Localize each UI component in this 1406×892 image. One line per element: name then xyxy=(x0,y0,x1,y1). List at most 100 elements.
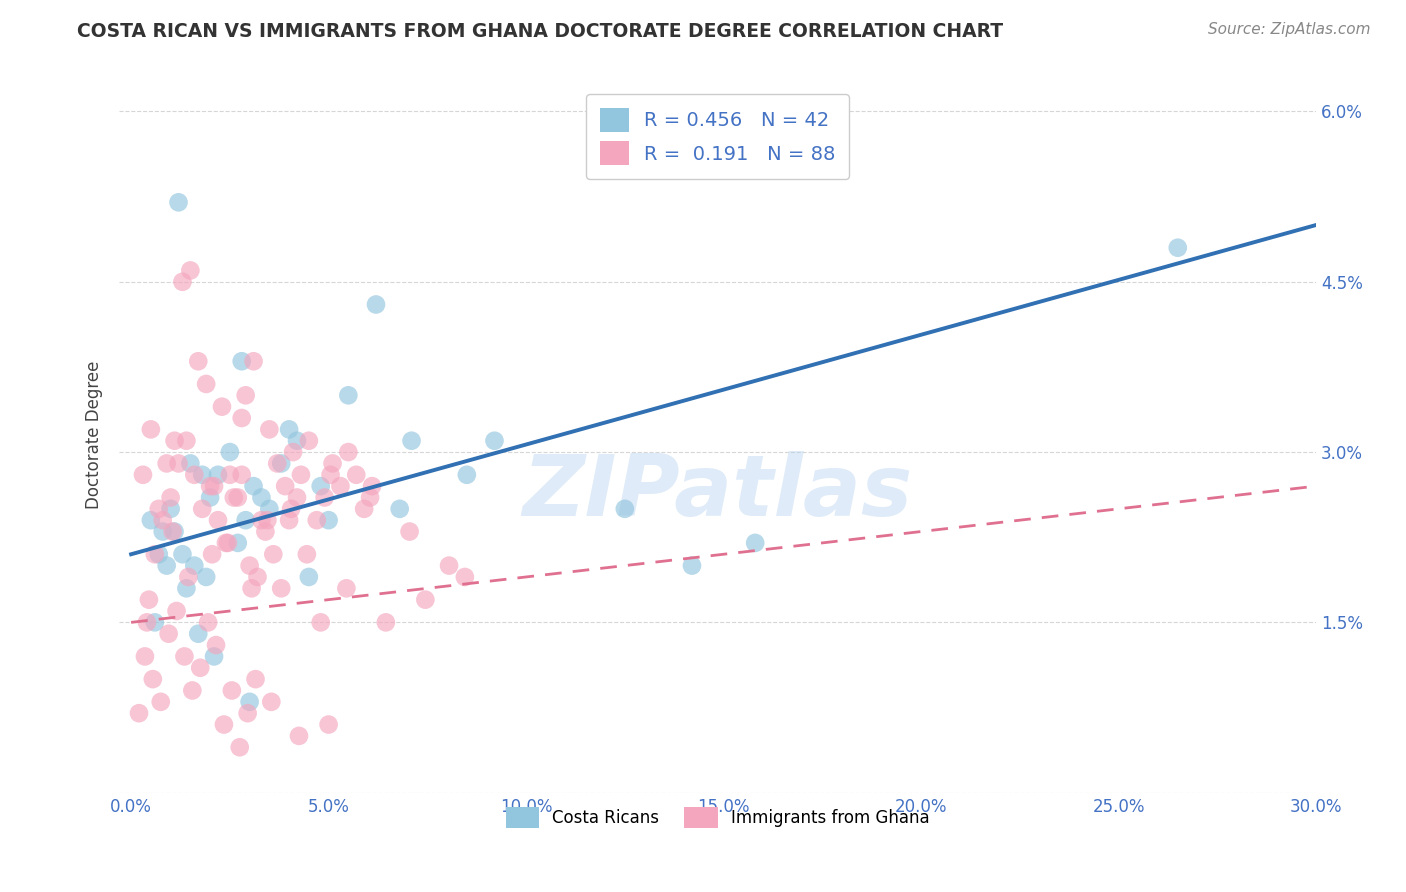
Point xyxy=(205,638,228,652)
Point xyxy=(162,524,184,539)
Point xyxy=(128,706,150,721)
Point xyxy=(212,717,235,731)
Point xyxy=(335,582,357,596)
Point xyxy=(309,479,332,493)
Point xyxy=(281,445,304,459)
Point xyxy=(437,558,460,573)
Point xyxy=(176,582,198,596)
Point xyxy=(359,491,381,505)
Point xyxy=(305,513,328,527)
Point xyxy=(176,434,198,448)
Point xyxy=(245,672,267,686)
Point xyxy=(229,740,252,755)
Point xyxy=(240,582,263,596)
Point xyxy=(415,592,437,607)
Point xyxy=(250,491,273,505)
Point xyxy=(222,491,245,505)
Point xyxy=(398,524,420,539)
Point xyxy=(159,501,181,516)
Point xyxy=(152,513,174,527)
Point xyxy=(239,695,262,709)
Y-axis label: Doctorate Degree: Doctorate Degree xyxy=(86,361,103,509)
Point xyxy=(187,354,209,368)
Point xyxy=(138,592,160,607)
Point xyxy=(401,434,423,448)
Point xyxy=(215,536,238,550)
Point xyxy=(298,434,321,448)
Point xyxy=(231,411,253,425)
Point xyxy=(613,501,636,516)
Point xyxy=(191,467,214,482)
Point xyxy=(290,467,312,482)
Point xyxy=(135,615,157,630)
Point xyxy=(322,457,344,471)
Point xyxy=(167,457,190,471)
Point xyxy=(270,582,292,596)
Point xyxy=(159,491,181,505)
Text: Source: ZipAtlas.com: Source: ZipAtlas.com xyxy=(1208,22,1371,37)
Point xyxy=(156,457,179,471)
Point xyxy=(361,479,384,493)
Point xyxy=(197,615,219,630)
Point xyxy=(167,195,190,210)
Point xyxy=(309,615,332,630)
Point xyxy=(456,467,478,482)
Point xyxy=(235,388,257,402)
Point xyxy=(202,649,225,664)
Point xyxy=(152,524,174,539)
Point xyxy=(207,467,229,482)
Point xyxy=(236,706,259,721)
Point xyxy=(259,501,281,516)
Point xyxy=(231,467,253,482)
Point xyxy=(143,615,166,630)
Point xyxy=(266,457,288,471)
Point xyxy=(295,547,318,561)
Point xyxy=(314,491,336,505)
Point xyxy=(218,445,240,459)
Point xyxy=(239,558,262,573)
Point xyxy=(259,422,281,436)
Point xyxy=(179,263,201,277)
Point xyxy=(132,467,155,482)
Point xyxy=(198,479,221,493)
Point xyxy=(319,467,342,482)
Point xyxy=(218,467,240,482)
Point xyxy=(256,513,278,527)
Point xyxy=(211,400,233,414)
Point xyxy=(172,275,194,289)
Point xyxy=(744,536,766,550)
Point xyxy=(177,570,200,584)
Point xyxy=(179,457,201,471)
Point xyxy=(201,547,224,561)
Point xyxy=(148,501,170,516)
Point xyxy=(188,661,211,675)
Point xyxy=(221,683,243,698)
Point xyxy=(270,457,292,471)
Point xyxy=(280,501,302,516)
Point xyxy=(191,501,214,516)
Point xyxy=(231,354,253,368)
Point xyxy=(217,536,239,550)
Point xyxy=(274,479,297,493)
Point xyxy=(454,570,477,584)
Point xyxy=(246,570,269,584)
Point xyxy=(226,491,249,505)
Point xyxy=(278,422,301,436)
Point xyxy=(484,434,506,448)
Point xyxy=(235,513,257,527)
Point xyxy=(681,558,703,573)
Point xyxy=(262,547,284,561)
Point xyxy=(318,717,340,731)
Point xyxy=(143,547,166,561)
Point xyxy=(226,536,249,550)
Point xyxy=(139,422,162,436)
Point xyxy=(337,388,360,402)
Point xyxy=(207,513,229,527)
Point xyxy=(374,615,396,630)
Point xyxy=(156,558,179,573)
Point xyxy=(139,513,162,527)
Point xyxy=(353,501,375,516)
Point xyxy=(195,570,218,584)
Point xyxy=(172,547,194,561)
Point xyxy=(157,626,180,640)
